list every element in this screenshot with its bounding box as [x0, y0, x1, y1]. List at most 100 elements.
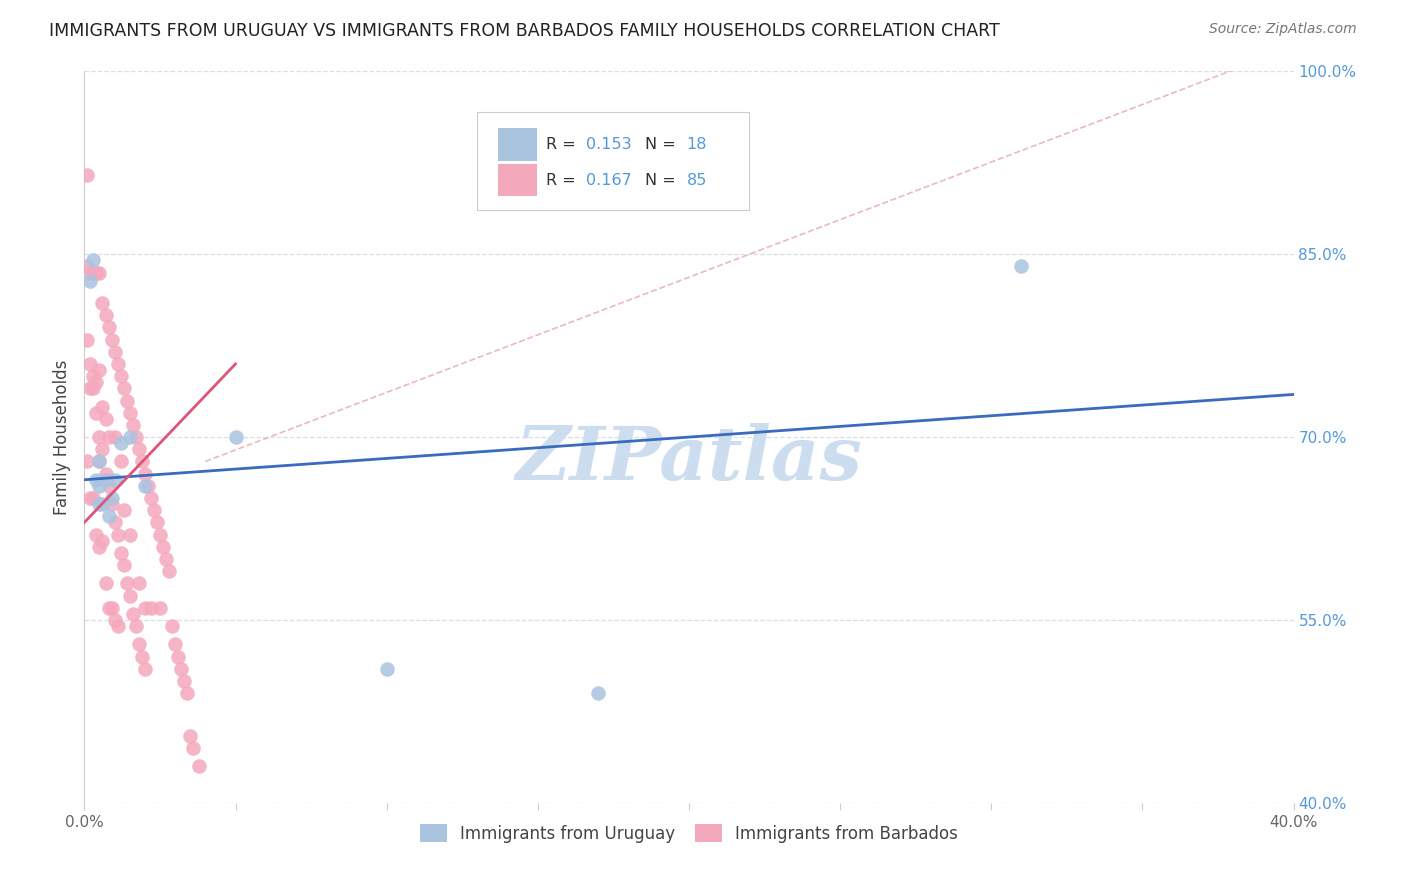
Point — [104, 344, 127, 359]
Point — [100, 333, 122, 347]
Point — [107, 357, 129, 371]
Point — [125, 619, 148, 633]
Point — [89, 479, 111, 493]
Point — [142, 503, 165, 517]
Point — [134, 600, 156, 615]
Point — [165, 637, 187, 651]
Point — [167, 649, 190, 664]
Point — [79, 357, 101, 371]
Point — [170, 662, 193, 676]
Point — [176, 686, 198, 700]
Legend: Immigrants from Uruguay, Immigrants from Barbados: Immigrants from Uruguay, Immigrants from… — [413, 818, 965, 849]
Point — [149, 600, 172, 615]
Point — [160, 619, 183, 633]
Point — [94, 576, 117, 591]
Point — [97, 430, 120, 444]
Point — [97, 509, 120, 524]
Point — [91, 497, 114, 511]
Point — [110, 436, 132, 450]
Text: N =: N = — [645, 173, 682, 188]
Point — [146, 516, 169, 530]
Text: 18: 18 — [686, 137, 707, 152]
Point — [89, 497, 111, 511]
Point — [112, 503, 135, 517]
Point — [104, 473, 127, 487]
Point — [188, 759, 211, 773]
Point — [94, 308, 117, 322]
Point — [115, 576, 138, 591]
Point — [89, 454, 111, 468]
Point — [118, 430, 141, 444]
Point — [104, 430, 127, 444]
Point — [128, 442, 150, 457]
Point — [121, 607, 143, 621]
Point — [118, 406, 141, 420]
Point — [94, 473, 117, 487]
Text: R =: R = — [547, 137, 581, 152]
Point — [118, 589, 141, 603]
Point — [86, 266, 108, 280]
Point — [112, 381, 135, 395]
Point — [100, 600, 122, 615]
Text: 0.153: 0.153 — [586, 137, 631, 152]
Point — [100, 491, 122, 505]
Point — [82, 253, 104, 268]
Point — [86, 473, 108, 487]
Point — [121, 417, 143, 432]
Point — [79, 381, 101, 395]
Point — [107, 619, 129, 633]
Point — [107, 527, 129, 541]
Point — [131, 454, 153, 468]
Point — [86, 527, 108, 541]
Point — [157, 564, 180, 578]
Point — [97, 320, 120, 334]
Point — [136, 479, 159, 493]
Point — [89, 266, 111, 280]
FancyBboxPatch shape — [498, 128, 537, 161]
Point — [115, 393, 138, 408]
Point — [91, 442, 114, 457]
Point — [104, 516, 127, 530]
Text: ZIPatlas: ZIPatlas — [516, 423, 862, 495]
Point — [128, 637, 150, 651]
Point — [94, 412, 117, 426]
Text: Source: ZipAtlas.com: Source: ZipAtlas.com — [1209, 22, 1357, 37]
Point — [128, 576, 150, 591]
Point — [97, 600, 120, 615]
Point — [79, 274, 101, 288]
Point — [134, 479, 156, 493]
Point — [91, 400, 114, 414]
FancyBboxPatch shape — [478, 112, 749, 211]
Point — [112, 558, 135, 573]
Point — [125, 430, 148, 444]
Point — [139, 491, 162, 505]
Point — [89, 363, 111, 377]
Point — [110, 454, 132, 468]
Point — [110, 369, 132, 384]
Point — [588, 686, 610, 700]
Point — [179, 729, 201, 743]
Point — [89, 454, 111, 468]
Point — [82, 491, 104, 505]
Text: N =: N = — [645, 137, 682, 152]
Point — [155, 552, 177, 566]
Point — [86, 376, 108, 390]
FancyBboxPatch shape — [498, 164, 537, 196]
Point — [149, 527, 172, 541]
Point — [91, 533, 114, 548]
Text: IMMIGRANTS FROM URUGUAY VS IMMIGRANTS FROM BARBADOS FAMILY HOUSEHOLDS CORRELATIO: IMMIGRANTS FROM URUGUAY VS IMMIGRANTS FR… — [49, 22, 1000, 40]
Point — [82, 369, 104, 384]
Point — [76, 454, 98, 468]
Point — [76, 168, 98, 182]
Point — [375, 662, 398, 676]
Point — [76, 260, 98, 274]
Point — [131, 649, 153, 664]
Point — [76, 333, 98, 347]
Point — [94, 467, 117, 481]
Point — [110, 546, 132, 560]
Point — [225, 430, 247, 444]
Text: 0.167: 0.167 — [586, 173, 631, 188]
Point — [97, 479, 120, 493]
Point — [134, 662, 156, 676]
Text: R =: R = — [547, 173, 581, 188]
